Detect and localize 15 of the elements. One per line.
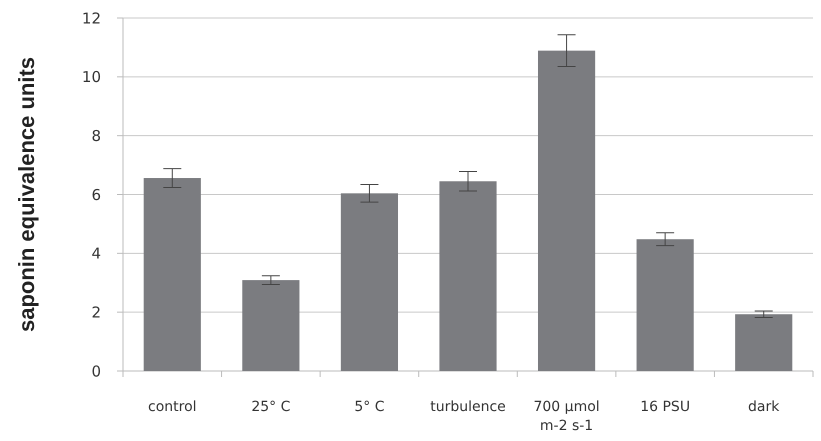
x-tick-label: turbulence	[430, 399, 506, 415]
y-tick-label: 6	[91, 186, 101, 204]
y-tick-label: 8	[91, 126, 101, 145]
x-tick-label: 700 µmol m-2 s-1	[533, 399, 600, 434]
y-tick-label: 0	[91, 362, 101, 380]
y-tick-label: 2	[91, 303, 101, 322]
x-tick-label: 16 PSU	[640, 399, 690, 415]
x-tick-label: 25° C	[251, 399, 291, 415]
x-tick-label: dark	[748, 399, 780, 415]
y-axis-title: saponin equivalence units	[14, 56, 39, 332]
y-tick-label: 10	[82, 68, 101, 86]
y-tick-label: 12	[82, 9, 101, 28]
x-tick-label: control	[148, 399, 197, 415]
x-tick-label: 5° C	[354, 399, 385, 415]
y-tick-label: 4	[91, 244, 101, 263]
